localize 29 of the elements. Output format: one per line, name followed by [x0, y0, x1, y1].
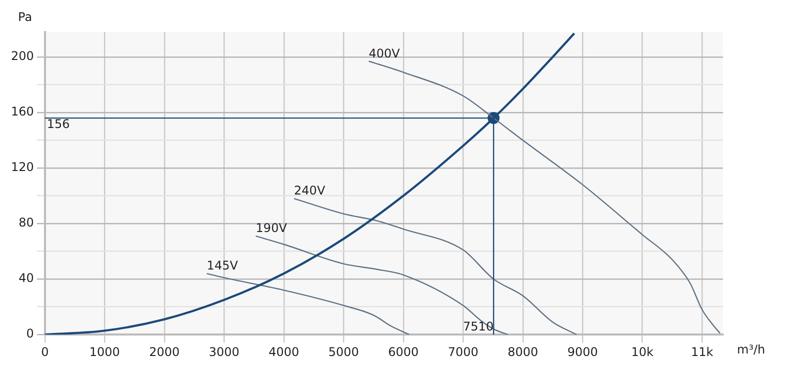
x-tick-label: 6000 [388, 344, 419, 359]
series-label: 240V [294, 184, 326, 198]
x-tick-label: 7000 [448, 344, 478, 359]
line-series [293, 198, 578, 335]
x-tick-label: 0 [41, 344, 49, 359]
series-label: 190V [256, 221, 288, 236]
y-tick-label: 160 [11, 104, 34, 119]
x-tick-label: 4000 [268, 344, 300, 359]
series-label: 145V [206, 258, 239, 273]
y-tick-label: 80 [18, 216, 34, 230]
x-tick-label: 2000 [149, 344, 180, 359]
line-series [206, 272, 410, 335]
y-tick-label: 40 [18, 271, 34, 286]
y-tick-label: 120 [11, 160, 34, 174]
ref-line-label: 7510 [463, 320, 494, 334]
x-tick-label: 5000 [328, 344, 359, 359]
x-tick-label: 3000 [208, 344, 240, 359]
x-tick-label: 11k [690, 344, 714, 359]
y-tick-label: 0 [26, 326, 34, 341]
y-tick-label: 200 [11, 49, 34, 64]
x-tick-label: 1000 [89, 344, 120, 359]
y-axis-title: Pa [18, 10, 32, 24]
line-series [255, 235, 509, 335]
series-label: 400V [368, 46, 401, 60]
x-tick-label: 10k [631, 344, 654, 359]
x-tick-label: 9000 [567, 344, 598, 359]
ref-line-label: 156 [46, 117, 70, 132]
x-tick-label: 8000 [508, 344, 538, 359]
x-axis-title: m³/h [737, 342, 766, 357]
